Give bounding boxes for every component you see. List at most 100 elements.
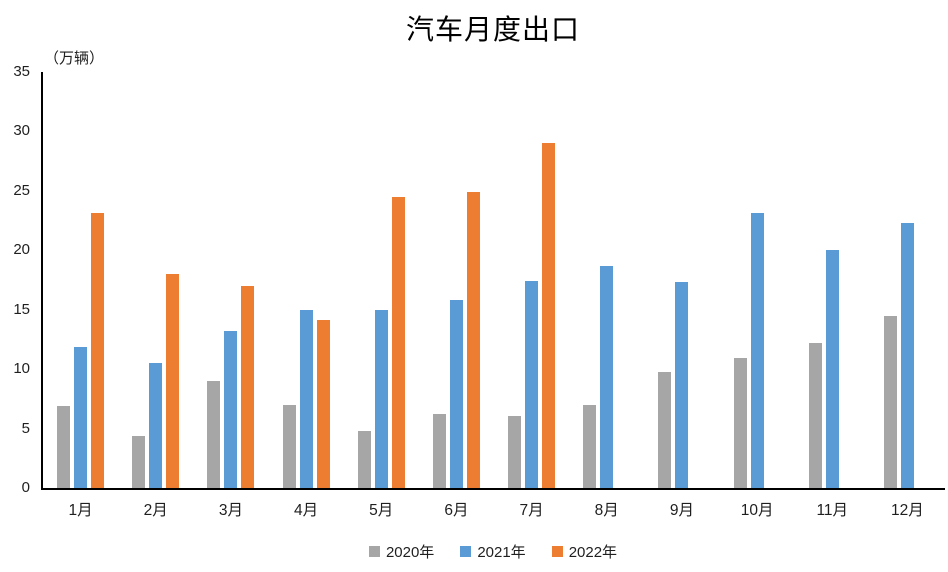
x-tick-label: 11月: [816, 502, 849, 519]
bar: [883, 315, 897, 488]
plot-area: [41, 72, 945, 490]
bar: [508, 415, 522, 488]
x-tick-label: 12月: [891, 502, 924, 519]
bar: [750, 213, 764, 488]
legend-swatch: [368, 546, 380, 557]
bar: [542, 143, 556, 488]
bar: [900, 222, 914, 488]
bar-group: [720, 72, 795, 488]
bar: [449, 300, 463, 488]
bar-slot: [74, 346, 88, 488]
bar-slot: [241, 285, 255, 488]
y-tick-label: 35: [13, 63, 30, 80]
bar: [224, 331, 238, 488]
bar-slot: [508, 415, 522, 488]
bar-slot: [750, 213, 764, 488]
bar: [374, 309, 388, 488]
bar-slot: [808, 343, 822, 488]
y-tick-label: 20: [13, 241, 30, 259]
bar-group: [344, 72, 419, 488]
y-axis-unit-label: （万辆）: [44, 50, 105, 67]
y-tick-label: 5: [21, 419, 30, 437]
bar: [466, 192, 480, 488]
bar: [149, 363, 163, 488]
bar-slot: [207, 381, 221, 488]
bar: [825, 250, 839, 488]
bar: [432, 414, 446, 488]
bar-group: [269, 72, 344, 488]
bar-slot: [525, 281, 539, 488]
bar-slot: [149, 363, 163, 488]
bar: [391, 196, 405, 488]
legend-label: 2022年: [568, 544, 618, 561]
bar-group: [419, 72, 494, 488]
bar-slot: [391, 196, 405, 488]
legend-item: 2020年: [368, 541, 435, 562]
bar: [166, 274, 180, 488]
bar: [808, 343, 822, 488]
bar: [207, 381, 221, 488]
y-tick-label: 10: [13, 360, 30, 378]
bar-slot: [583, 404, 597, 488]
bar: [525, 281, 539, 488]
legend-label: 2021年: [477, 544, 526, 561]
bar-slot: [224, 331, 238, 488]
bar-slot: [600, 265, 614, 488]
legend-swatch: [551, 546, 563, 557]
bar: [299, 309, 313, 488]
bar: [57, 406, 71, 488]
bar: [241, 285, 255, 488]
bar-slot: [282, 404, 296, 488]
x-tick-label: 10月: [740, 502, 774, 519]
bar-slot: [132, 435, 146, 488]
bar-group: [118, 72, 193, 488]
bar-slot: [675, 282, 689, 488]
x-tick-label: 5月: [369, 502, 394, 519]
bar-slot: [733, 358, 747, 488]
bar-group: [870, 72, 945, 488]
x-tick-label: 8月: [594, 502, 619, 519]
bar-group: [494, 72, 569, 488]
y-tick-label: 15: [13, 300, 30, 318]
x-tick-label: 3月: [218, 502, 243, 519]
bar: [74, 346, 88, 488]
bar-slot: [57, 406, 71, 488]
bar: [600, 265, 614, 488]
bar: [316, 320, 330, 488]
bar-slot: [449, 300, 463, 488]
bar-slot: [466, 192, 480, 488]
x-tick-label: 9月: [669, 502, 694, 519]
bar-group: [569, 72, 644, 488]
bar-slot: [299, 309, 313, 488]
bar: [91, 213, 105, 488]
bar: [282, 404, 296, 488]
legend-item: 2022年: [551, 541, 618, 562]
chart-title: 汽车月度出口: [405, 15, 580, 46]
y-tick-label: 25: [13, 181, 30, 199]
bar-slot: [91, 213, 105, 488]
x-tick-label: 7月: [519, 502, 544, 519]
bar: [675, 282, 689, 488]
legend-label: 2020年: [385, 544, 435, 561]
x-tick-label: 2月: [143, 502, 168, 519]
bar-slot: [166, 274, 180, 488]
legend-swatch: [460, 546, 472, 557]
bar-slot: [542, 143, 556, 488]
bar-group: [644, 72, 719, 488]
bar-slot: [316, 320, 330, 488]
legend-item: 2021年: [460, 541, 526, 562]
bar-slot: [374, 309, 388, 488]
bar: [583, 404, 597, 488]
bar-slot: [883, 315, 897, 488]
bar: [357, 430, 371, 488]
bar-group: [193, 72, 268, 488]
x-tick-label: 1月: [68, 502, 93, 519]
x-tick-label: 4月: [294, 502, 319, 519]
bar: [658, 371, 672, 488]
bar-slot: [432, 414, 446, 488]
bar-group: [795, 72, 870, 488]
x-tick-label: 6月: [444, 502, 469, 519]
bar-slot: [658, 371, 672, 488]
y-tick-label: 30: [13, 122, 30, 140]
